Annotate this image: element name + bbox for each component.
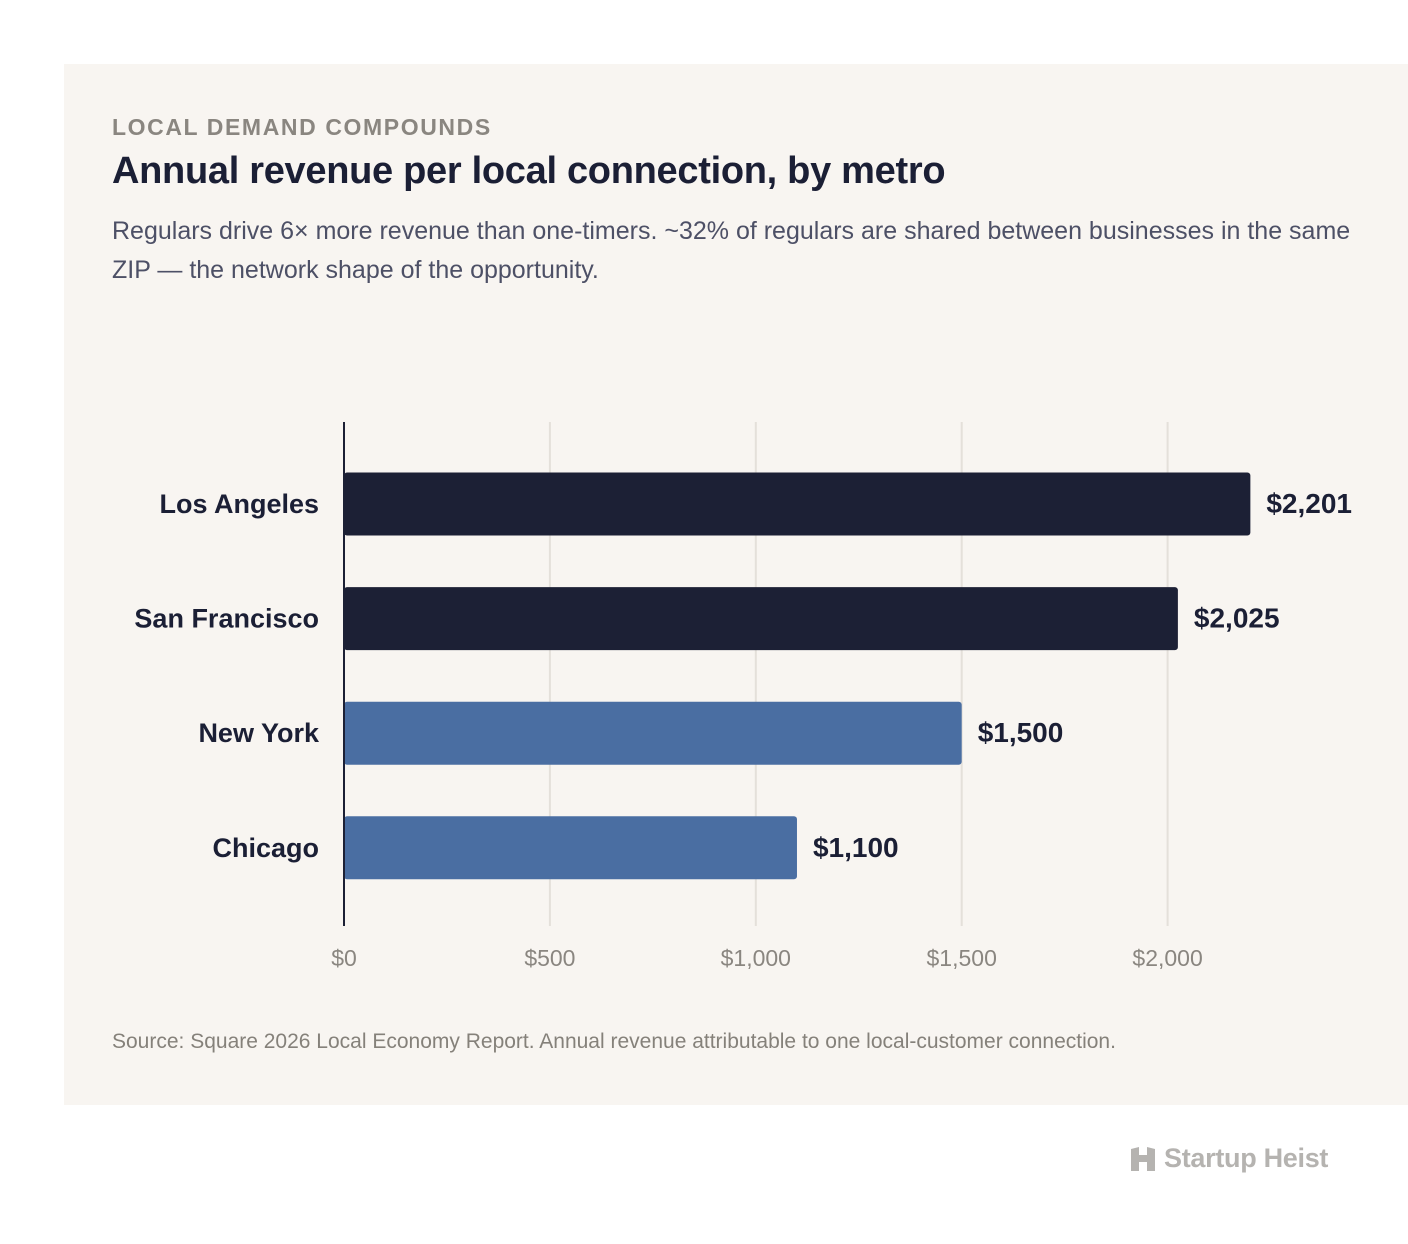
bar-3 bbox=[344, 816, 797, 880]
value-label-1: $2,025 bbox=[1194, 603, 1280, 634]
brand-logo: Startup Heist bbox=[1130, 1143, 1328, 1174]
category-label-0: Los Angeles bbox=[159, 489, 319, 519]
x-tick-label-2: $1,000 bbox=[721, 945, 791, 971]
value-label-0: $2,201 bbox=[1266, 488, 1352, 519]
chart-subtitle: Regulars drive 6× more revenue than one-… bbox=[112, 217, 1351, 284]
category-label-3: Chicago bbox=[212, 833, 319, 863]
source-note: Source: Square 2026 Local Economy Report… bbox=[112, 1030, 1116, 1053]
category-label-1: San Francisco bbox=[134, 604, 319, 634]
chart-card: LOCAL DEMAND COMPOUNDS Annual revenue pe… bbox=[64, 64, 1408, 1105]
bar-0 bbox=[344, 472, 1251, 536]
category-label-2: New York bbox=[198, 718, 320, 748]
x-tick-label-0: $0 bbox=[331, 945, 357, 971]
chart-title: Annual revenue per local connection, by … bbox=[112, 150, 946, 192]
value-label-2: $1,500 bbox=[978, 717, 1064, 748]
x-tick-label-4: $2,000 bbox=[1132, 945, 1202, 971]
value-label-3: $1,100 bbox=[813, 832, 899, 863]
brand-name: Startup Heist bbox=[1164, 1143, 1329, 1173]
x-tick-label-1: $500 bbox=[524, 945, 575, 971]
bar-1 bbox=[344, 587, 1178, 651]
x-tick-label-3: $1,500 bbox=[927, 945, 997, 971]
bar-2 bbox=[344, 701, 962, 765]
eyebrow-label: LOCAL DEMAND COMPOUNDS bbox=[112, 114, 492, 140]
building-logo-icon bbox=[1130, 1146, 1156, 1172]
